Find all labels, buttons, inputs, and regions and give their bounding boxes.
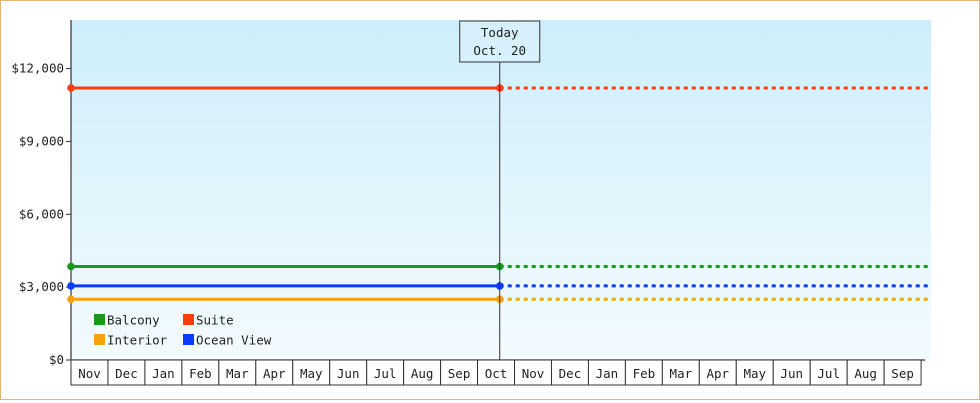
x-tick-cell xyxy=(661,359,700,386)
x-tick-cell xyxy=(846,359,885,386)
x-tick-cell xyxy=(735,359,774,386)
x-tick-label: Mar xyxy=(226,366,249,381)
series-layer xyxy=(67,84,931,304)
x-tick-label: Jul xyxy=(817,366,840,381)
legend-label: Interior xyxy=(107,333,168,348)
x-tick-cell xyxy=(255,359,294,386)
today-label-line2: Oct. 20 xyxy=(473,43,526,58)
legend-item-ocean-view: Ocean View xyxy=(183,333,272,348)
x-tick-label: Mar xyxy=(670,366,693,381)
x-tick-cell xyxy=(514,359,552,386)
x-tick-label: May xyxy=(300,366,323,381)
today-label-line1: Today xyxy=(481,25,519,40)
x-tick-label: Dec xyxy=(559,366,582,381)
x-axis: Nov Dec Jan Feb Mar Apr May Jun Jul Aug Sep Oct Nov D… xyxy=(70,359,926,386)
x-tick-label: May xyxy=(743,366,766,381)
y-axis: $0 $3,000 $6,000 $9,000 $12,000 xyxy=(11,20,72,367)
series-ocean-view xyxy=(67,282,931,290)
y-tick-label: $6,000 xyxy=(19,206,64,221)
legend-label: Ocean View xyxy=(196,333,272,348)
x-tick-label: Sep xyxy=(448,366,471,381)
x-tick-cell xyxy=(181,359,220,386)
today-label-box xyxy=(459,20,541,63)
legend-swatch xyxy=(94,334,105,345)
legend-item-interior: Interior xyxy=(94,333,168,348)
legend-item-balcony: Balcony xyxy=(94,313,160,328)
x-tick-cell xyxy=(440,359,479,386)
series-point-start xyxy=(67,282,75,290)
x-tick-label: Oct xyxy=(485,366,508,381)
x-tick-cell xyxy=(144,359,183,386)
y-tick-label: $12,000 xyxy=(11,61,64,76)
y-tick-label: $3,000 xyxy=(19,279,64,294)
x-tick-cell xyxy=(550,359,589,386)
legend-swatch xyxy=(94,314,105,325)
x-tick-cell xyxy=(218,359,257,386)
x-tick-cell xyxy=(70,359,109,386)
x-tick-cell xyxy=(809,359,848,386)
x-tick-label: Dec xyxy=(115,366,138,381)
plot-background xyxy=(71,20,931,360)
x-tick-cell xyxy=(107,359,146,386)
x-tick-label: Jun xyxy=(337,366,360,381)
x-tick-label: Feb xyxy=(633,366,656,381)
x-tick-cell xyxy=(772,359,811,386)
x-tick-label: Aug xyxy=(854,366,877,381)
x-tick-label: Apr xyxy=(263,366,286,381)
x-tick-label: Nov xyxy=(78,366,101,381)
series-balcony xyxy=(67,262,931,271)
x-tick-label: Nov xyxy=(522,366,545,381)
x-tick-label: Apr xyxy=(707,366,730,381)
series-point-start xyxy=(67,262,75,271)
x-tick-cell xyxy=(624,359,663,386)
x-tick-label: Jan xyxy=(596,366,619,381)
x-tick-label: Aug xyxy=(411,366,434,381)
legend: Balcony Suite Interior Ocean View xyxy=(94,313,272,348)
today-marker: Today Oct. 20 xyxy=(459,20,541,360)
series-point-start xyxy=(67,84,75,92)
series-point-start xyxy=(67,295,75,304)
y-tick-label: $0 xyxy=(49,352,64,367)
y-tick-label: $9,000 xyxy=(19,133,64,148)
x-tick-label: Sep xyxy=(891,366,914,381)
legend-item-suite: Suite xyxy=(183,313,234,328)
x-tick-label: Jul xyxy=(374,366,397,381)
legend-swatch xyxy=(183,334,194,345)
x-tick-label: Jun xyxy=(780,366,803,381)
x-tick-cell xyxy=(366,359,405,386)
legend-label: Balcony xyxy=(107,313,160,328)
legend-label: Suite xyxy=(196,313,234,328)
x-tick-label: Jan xyxy=(152,366,175,381)
x-tick-cell xyxy=(883,359,922,386)
legend-swatch xyxy=(183,314,194,325)
x-tick-label: Feb xyxy=(189,366,212,381)
